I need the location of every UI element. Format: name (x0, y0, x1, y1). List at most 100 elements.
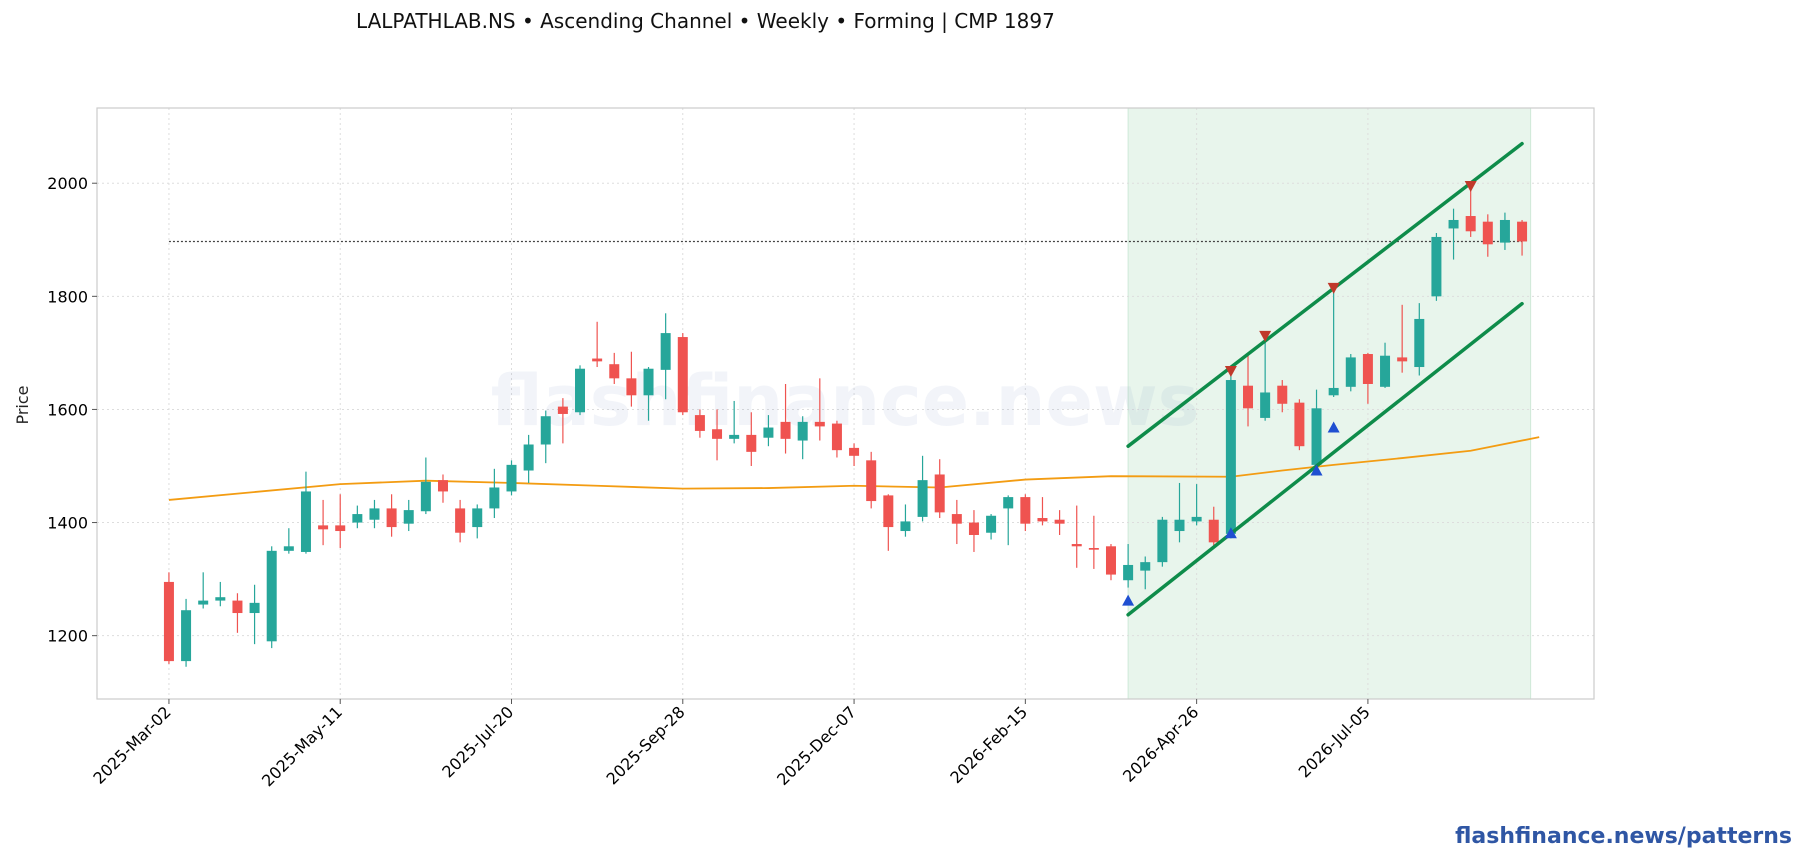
candle-body (198, 600, 209, 605)
x-tick-label: 2025-Mar-02 (89, 702, 174, 787)
candle-body (1517, 221, 1528, 242)
candle (592, 321, 603, 368)
candle-body (1431, 236, 1442, 297)
candle (1431, 232, 1442, 301)
candle (609, 352, 620, 384)
candle-body (557, 406, 568, 414)
candle-body (1020, 497, 1031, 524)
candle (318, 499, 329, 546)
x-tick-label: 2025-May-11 (258, 702, 346, 790)
candle (1362, 352, 1373, 404)
candle (1328, 287, 1339, 397)
candle-body (1380, 355, 1391, 387)
candle (951, 499, 962, 545)
candle (1105, 544, 1116, 581)
candle (866, 451, 877, 509)
candle-body (1174, 519, 1185, 532)
x-tick-label: 2026-Apr-26 (1119, 702, 1202, 785)
candle-body (780, 421, 791, 439)
candle-body (352, 514, 363, 523)
candle (249, 584, 260, 645)
candle (917, 455, 928, 522)
candle-body (917, 480, 928, 517)
pivot-low-marker (1122, 594, 1135, 606)
candle-body (1499, 219, 1510, 243)
candle-body (934, 474, 945, 513)
candle (215, 581, 226, 607)
candle-body (181, 610, 192, 662)
candle (1414, 303, 1425, 376)
candle (1020, 494, 1031, 532)
y-tick-label: 1400 (47, 514, 88, 533)
candle (1294, 399, 1305, 451)
candle-body (797, 421, 808, 441)
candle (712, 409, 723, 461)
candle-body (1123, 564, 1134, 581)
candle (1123, 544, 1134, 588)
candle (1277, 380, 1288, 413)
candle-body (1105, 546, 1116, 575)
candle (1465, 186, 1476, 237)
candle (1380, 342, 1391, 388)
candle-body (455, 508, 466, 533)
candle (677, 333, 688, 416)
candle (1243, 355, 1254, 427)
candle (420, 457, 431, 515)
candle (1311, 389, 1322, 472)
candle-body (318, 525, 329, 530)
candle (369, 499, 380, 529)
pivot-low-marker (1224, 527, 1237, 539)
pivot-low-marker (1310, 464, 1323, 476)
candle-body (163, 581, 174, 662)
candle (1260, 335, 1271, 421)
candle (489, 468, 500, 519)
candle (198, 572, 209, 609)
candle-body (1243, 385, 1254, 409)
x-tick-label: 2026-Feb-15 (946, 702, 1031, 787)
plot-area: flashfinance.news (96, 107, 1595, 700)
pivot-high-marker (1224, 365, 1237, 377)
candle (1157, 516, 1168, 567)
candle-body (986, 515, 997, 533)
candle (335, 494, 346, 548)
candle-body (643, 368, 654, 396)
pivot-high-marker (1259, 330, 1272, 342)
y-tick-label: 2000 (47, 174, 88, 193)
candle-body (763, 427, 774, 438)
y-tick-label: 1600 (47, 400, 88, 419)
candle-body (1448, 219, 1459, 229)
candle-body (1397, 357, 1408, 362)
candle-body (951, 514, 962, 524)
candle-body (1294, 402, 1305, 447)
channel-lower-line (1126, 301, 1524, 617)
candle-body (626, 378, 637, 396)
candle (266, 546, 277, 649)
candle (883, 494, 894, 551)
candle-body (883, 495, 894, 528)
candle (181, 598, 192, 667)
candle-body (1362, 354, 1373, 384)
candle (1174, 482, 1185, 543)
candle-body (1277, 385, 1288, 404)
candle-body (506, 464, 517, 492)
candle-body (403, 510, 414, 524)
candle (557, 398, 568, 444)
candle (1397, 304, 1408, 373)
candle-body (831, 423, 842, 451)
watermark: flashfinance.news (491, 360, 1200, 442)
pattern-zone (1127, 107, 1532, 700)
pivot-high-marker (1327, 282, 1340, 294)
candle (1225, 370, 1236, 539)
candle (729, 400, 740, 444)
y-axis-label: Price (13, 385, 32, 424)
y-axis: 1200 1400 1600 1800 2000 (47, 174, 97, 646)
candle-body (540, 416, 551, 445)
footer-link[interactable]: flashfinance.news/patterns (1455, 824, 1792, 849)
candle-body (1225, 380, 1236, 534)
candle (1088, 515, 1099, 569)
candle (968, 510, 979, 552)
candle-body (1054, 519, 1065, 524)
candle (1482, 214, 1493, 257)
candle-body (1208, 519, 1219, 543)
